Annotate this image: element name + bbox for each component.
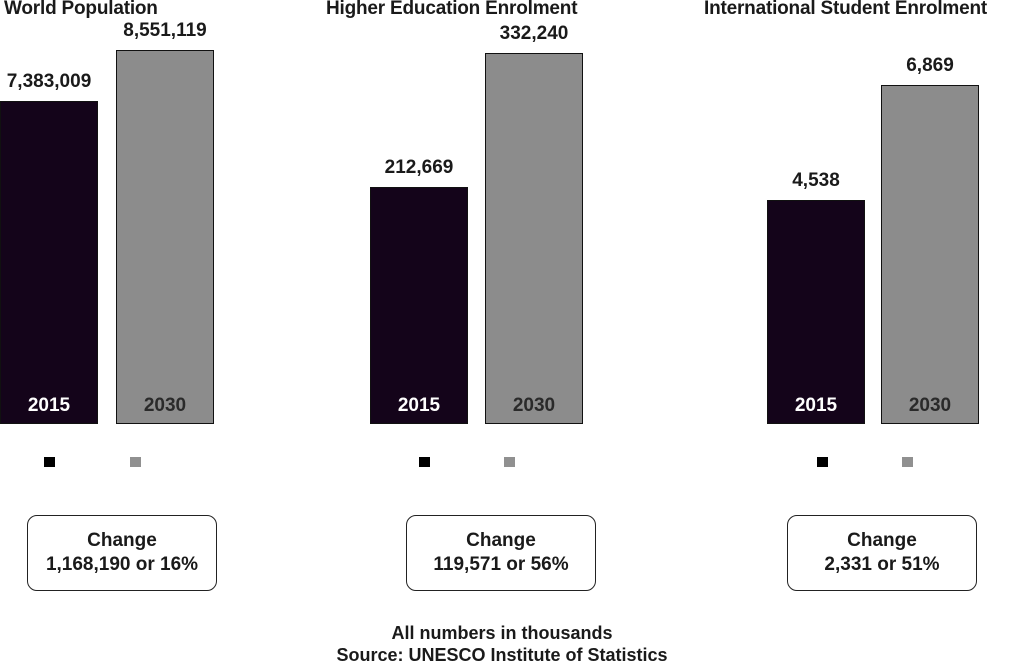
chart-2-data-label: 332,240 [499,23,569,44]
chart-1-data-label: 7,383,009 [6,71,92,92]
chart-1-change-text: 1,168,190 or 16% [45,554,199,575]
chart-1-bar-2015: 2015 [0,101,98,424]
chart-2-change-title: Change [466,530,536,551]
chart-1-title: World Population [4,0,158,19]
chart-3-bar-2030: 2030 [881,85,979,424]
chart-3-change-text: 2,331 or 51% [824,554,940,575]
chart-2-legend-swatch-2030 [504,457,515,467]
chart-1-change-box: Change 1,168,190 or 16% [27,515,217,591]
chart-2-legend-swatch-2015 [419,457,430,467]
chart-2-change-text: 119,571 or 56% [433,554,569,575]
footnote-units: All numbers in thousands [391,623,613,643]
chart-3-title: International Student Enrolment [704,0,988,19]
chart-2-tick-label: 2015 [397,395,441,416]
chart-2-tick-label: 2030 [512,395,556,416]
chart-1-tick-label: 2030 [143,395,187,416]
chart-2-change-box: Change 119,571 or 56% [406,515,596,591]
chart-2-bar-2030: 2030 [485,53,583,424]
chart-2-title: Higher Education Enrolment [326,0,578,19]
chart-3-legend-swatch-2015 [817,457,828,467]
chart-3-data-label: 6,869 [906,55,954,76]
chart-3-legend-swatch-2030 [902,457,913,467]
chart-3-data-label: 4,538 [792,170,840,191]
chart-3-change-title: Change [847,530,917,551]
chart-2-bar-2015: 2015 [370,187,468,424]
chart-2-data-label: 212,669 [384,157,454,178]
chart-3-bar-2015: 2015 [767,200,865,424]
chart-3-tick-label: 2015 [794,395,838,416]
chart-1-legend-swatch-2015 [44,457,55,467]
chart-3-change-box: Change 2,331 or 51% [787,515,977,591]
chart-1-data-label: 8,551,119 [123,20,207,41]
chart-1-change-title: Change [87,530,157,551]
chart-1-legend-swatch-2030 [130,457,141,467]
chart-1-bar-2030: 2030 [116,50,214,424]
chart-1-tick-label: 2015 [27,395,71,416]
footnote-source: Source: UNESCO Institute of Statistics [336,645,668,665]
chart-3-tick-label: 2030 [908,395,952,416]
